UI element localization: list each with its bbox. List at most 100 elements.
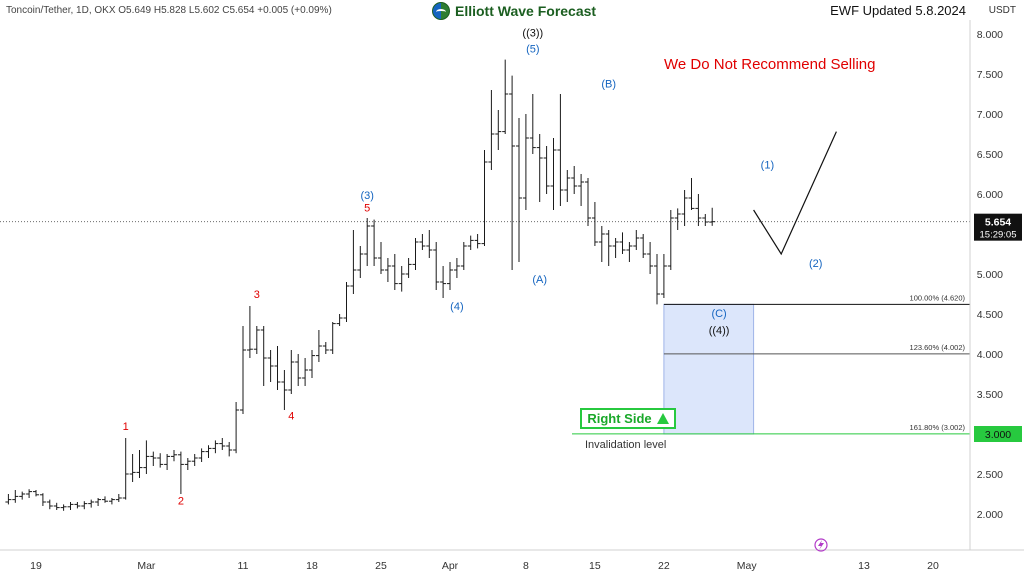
ohlc-bar bbox=[585, 178, 591, 226]
wave-label: (C) bbox=[711, 308, 726, 320]
globe-icon bbox=[432, 2, 450, 20]
ohlc-bar bbox=[598, 226, 605, 262]
lightning-icon bbox=[814, 538, 828, 552]
x-tick-label: 8 bbox=[523, 560, 529, 572]
ohlc-bar bbox=[578, 174, 585, 206]
y-tick-label: 7.000 bbox=[977, 109, 1003, 121]
ohlc-bar bbox=[60, 504, 67, 511]
logo-text: Elliott Wave Forecast bbox=[455, 3, 597, 19]
ohlc-bar bbox=[709, 207, 716, 226]
ohlc-bar bbox=[543, 146, 550, 194]
ohlc-bar bbox=[640, 234, 647, 258]
brand-logo: Elliott Wave Forecast bbox=[432, 2, 596, 20]
y-tick-label: 8.000 bbox=[977, 29, 1003, 41]
wave-label: (5) bbox=[526, 43, 539, 55]
ohlc-bar bbox=[136, 450, 143, 478]
ohlc-bar bbox=[371, 219, 378, 266]
y-tick-label: 4.500 bbox=[977, 309, 1003, 321]
ohlc-bar bbox=[447, 262, 453, 290]
ohlc-bar bbox=[226, 442, 233, 457]
ohlc-bar bbox=[357, 246, 364, 278]
y-tick-label: 5.000 bbox=[977, 269, 1003, 281]
wave-label: (B) bbox=[601, 79, 616, 91]
ohlc-bar bbox=[426, 230, 433, 258]
ohlc-bar bbox=[240, 326, 246, 414]
ohlc-bar bbox=[481, 150, 488, 246]
invalidation-tag-value: 3.000 bbox=[985, 429, 1011, 441]
price-tag-countdown: 15:29:05 bbox=[980, 230, 1017, 241]
wave-label: ((4)) bbox=[709, 325, 730, 337]
ohlc-bar bbox=[102, 496, 108, 503]
ohlc-bar bbox=[281, 370, 288, 410]
ohlc-bar bbox=[702, 214, 709, 226]
ohlc-bar bbox=[122, 438, 129, 500]
ohlc-bar bbox=[33, 490, 39, 497]
ohlc-bar bbox=[177, 451, 184, 494]
wave-label: 1 bbox=[123, 421, 129, 433]
lightning-icon-ring bbox=[814, 538, 828, 552]
ohlc-bar bbox=[391, 254, 398, 290]
ohlc-bar bbox=[246, 306, 253, 358]
ohlc-bar bbox=[502, 59, 509, 134]
symbol-info: Toncoin/Tether, 1D, OKX O5.649 H5.828 L5… bbox=[6, 5, 332, 16]
wave-label: ((3)) bbox=[522, 27, 543, 39]
ohlc-bar bbox=[39, 493, 46, 506]
wave-label: 5 bbox=[364, 203, 370, 215]
ohlc-bar bbox=[536, 134, 543, 202]
ohlc-bar bbox=[329, 322, 336, 354]
ohlc-bar bbox=[364, 218, 371, 266]
ohlc-bar bbox=[509, 75, 516, 270]
ohlc-bar bbox=[550, 138, 557, 210]
x-tick-label: Apr bbox=[442, 560, 459, 572]
ohlc-bar bbox=[157, 453, 164, 468]
ohlc-bar bbox=[619, 232, 626, 254]
x-tick-label: 18 bbox=[306, 560, 318, 572]
chart-lines: 100.00% (4.620) 123.60% (4.002) 161.80% (3… bbox=[0, 221, 970, 435]
lightning-icon-bolt bbox=[818, 540, 824, 550]
x-tick-label: May bbox=[737, 560, 758, 572]
wave-label: (1) bbox=[761, 159, 774, 171]
x-tick-label: 11 bbox=[238, 560, 249, 572]
ohlc-bar bbox=[5, 494, 12, 505]
ohlc-bar bbox=[467, 235, 474, 250]
ohlc-bar bbox=[274, 346, 281, 390]
wave-label: (2) bbox=[809, 258, 822, 270]
ohlc-bar bbox=[343, 282, 350, 322]
arrow-up-icon bbox=[656, 413, 669, 424]
ohlc-bar bbox=[233, 402, 240, 454]
ohlc-bar bbox=[633, 230, 640, 250]
ohlc-bar bbox=[460, 242, 467, 270]
ohlc-bar bbox=[384, 258, 391, 282]
wave-label: 4 bbox=[288, 411, 294, 423]
x-tick-label: 15 bbox=[589, 560, 601, 572]
ohlc-bar bbox=[19, 491, 26, 500]
ohlc-bar bbox=[695, 194, 702, 226]
ohlc-bar bbox=[309, 350, 315, 378]
ohlc-bar bbox=[412, 238, 419, 270]
ohlc-bar bbox=[219, 438, 226, 450]
x-tick-label: 19 bbox=[30, 560, 42, 572]
ohlc-bar bbox=[253, 326, 260, 354]
notice-text: We Do Not Recommend Selling bbox=[664, 56, 876, 73]
ohlc-bar bbox=[53, 502, 60, 510]
ohlc-bar bbox=[164, 454, 171, 470]
ohlc-bar bbox=[184, 458, 191, 470]
ohlc-bar bbox=[516, 118, 522, 262]
ohlc-bar bbox=[260, 326, 267, 386]
ohlc-bar bbox=[322, 342, 329, 354]
update-date: EWF Updated 5.8.2024 bbox=[830, 3, 966, 18]
ohlc-bar bbox=[674, 208, 681, 230]
ohlc-bar bbox=[205, 445, 212, 458]
fib-level-label: 161.80% (3.002) bbox=[910, 423, 966, 432]
ohlc-bar bbox=[81, 501, 88, 510]
currency-label: USDT bbox=[988, 5, 1016, 16]
ohlc-bar bbox=[557, 94, 564, 206]
ohlc-bar bbox=[453, 258, 460, 278]
ohlc-bar bbox=[26, 489, 33, 498]
right-side-badge: Right Side bbox=[580, 408, 676, 429]
fib-zone bbox=[663, 303, 755, 435]
ohlc-bar bbox=[198, 448, 205, 462]
ohlc-bar bbox=[612, 238, 619, 258]
ohlc-bar bbox=[591, 202, 598, 246]
